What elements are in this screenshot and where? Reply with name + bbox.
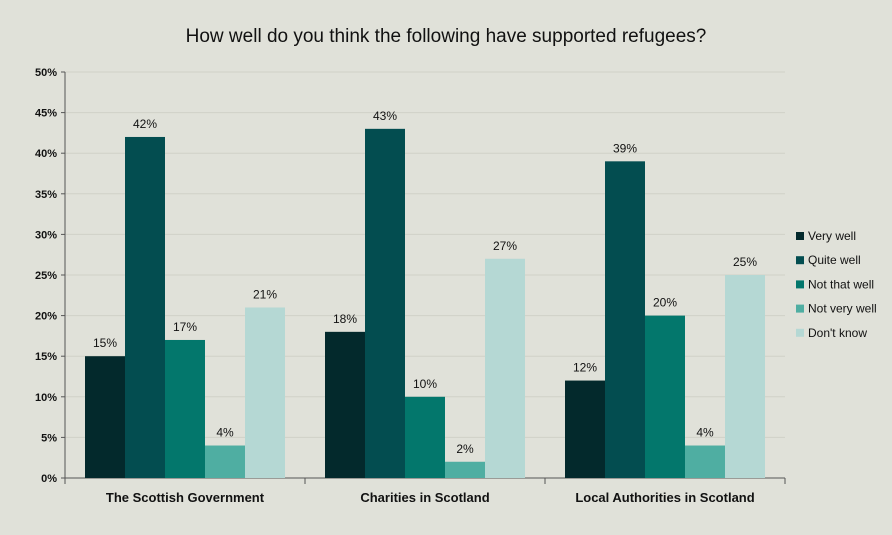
y-tick-label: 20%: [35, 311, 57, 323]
legend-label: Not very well: [808, 302, 877, 316]
y-tick-label: 45%: [35, 108, 57, 120]
y-tick-label: 35%: [35, 189, 57, 201]
data-label: 18%: [333, 312, 357, 326]
y-tick-label: 50%: [35, 67, 57, 79]
bar: [445, 461, 485, 478]
data-label: 15%: [93, 336, 117, 350]
x-category-label: Local Authorities in Scotland: [575, 490, 754, 505]
y-tick-label: 25%: [35, 270, 57, 282]
data-label: 21%: [253, 287, 277, 301]
y-tick-label: 5%: [41, 432, 57, 444]
legend-swatch: [796, 280, 804, 289]
bar: [245, 307, 285, 478]
y-tick-label: 0%: [41, 473, 57, 485]
bar: [405, 396, 445, 478]
bar: [605, 161, 645, 478]
data-label: 39%: [613, 141, 637, 155]
y-tick-label: 10%: [35, 392, 57, 404]
bar: [485, 258, 525, 478]
y-tick-label: 40%: [35, 148, 57, 160]
legend-swatch: [796, 328, 804, 337]
bar: [205, 445, 245, 478]
bar: [685, 445, 725, 478]
x-category-label: Charities in Scotland: [360, 490, 489, 505]
data-label: 43%: [373, 109, 397, 123]
data-label: 4%: [696, 426, 714, 440]
data-label: 4%: [216, 426, 234, 440]
data-label: 42%: [133, 117, 157, 131]
legend-swatch: [796, 256, 804, 265]
legend-swatch: [796, 304, 804, 313]
data-label: 27%: [493, 239, 517, 253]
data-label: 20%: [653, 296, 677, 310]
y-tick-label: 30%: [35, 229, 57, 241]
data-label: 10%: [413, 377, 437, 391]
bar: [165, 339, 205, 478]
bar: [325, 331, 365, 478]
bar: [85, 356, 125, 478]
chart-title: How well do you think the following have…: [185, 26, 707, 47]
legend-label: Not that well: [808, 277, 874, 291]
data-label: 2%: [456, 442, 474, 456]
bar: [725, 275, 765, 478]
legend-label: Don't know: [808, 326, 867, 340]
data-label: 17%: [173, 320, 197, 334]
legend-label: Very well: [808, 229, 856, 243]
legend-label: Quite well: [808, 253, 861, 267]
bar: [125, 136, 165, 478]
data-label: 25%: [733, 255, 757, 269]
y-tick-label: 15%: [35, 351, 57, 363]
legend-swatch: [796, 232, 804, 240]
bar: [565, 380, 605, 478]
data-label: 12%: [573, 361, 597, 375]
bar: [645, 315, 685, 478]
x-category-label: The Scottish Government: [106, 490, 265, 505]
bar: [365, 128, 405, 478]
